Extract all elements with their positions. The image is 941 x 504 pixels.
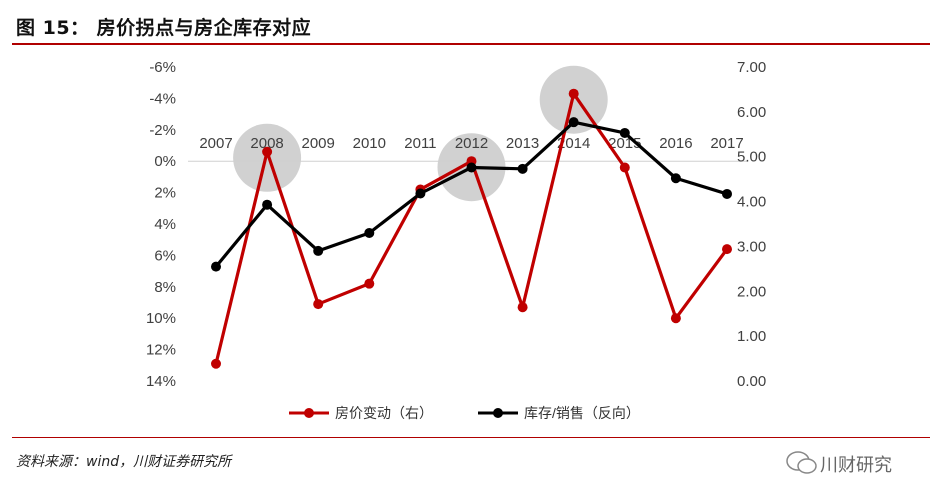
inventory-sales-point	[466, 162, 477, 173]
inventory-sales-point	[722, 188, 732, 199]
left-tick-label: -4%	[149, 90, 176, 107]
left-tick-label: -6%	[149, 59, 176, 76]
x-tick-label: 2014	[557, 135, 590, 152]
x-tick-label: 2016	[659, 135, 692, 152]
right-tick-label: 0.00	[737, 373, 766, 390]
right-tick-label: 6.00	[737, 104, 766, 121]
right-tick-label: 1.00	[737, 328, 766, 345]
left-tick-label: 14%	[146, 373, 176, 390]
inventory-sales-point	[670, 173, 681, 184]
watermark: 川财研究	[820, 455, 892, 476]
footer-rule	[12, 437, 930, 438]
right-tick-label: 4.00	[737, 194, 766, 211]
wechat-icon	[786, 451, 817, 474]
x-tick-label: 2011	[404, 135, 436, 152]
right-tick-label: 3.00	[737, 238, 766, 255]
inventory-sales-point	[262, 199, 273, 210]
price-change-point	[262, 146, 273, 157]
price-change-point	[568, 88, 579, 99]
right-tick-label: 7.00	[737, 59, 766, 76]
inventory-sales-point	[364, 227, 375, 238]
x-tick-label: 2017	[710, 135, 743, 152]
left-tick-label: 6%	[154, 247, 176, 264]
price-change-point	[670, 313, 681, 324]
left-tick-label: 0%	[154, 153, 176, 170]
price-change-point	[517, 302, 528, 313]
price-change-point	[619, 162, 630, 173]
price-change-point	[722, 244, 732, 255]
left-tick-label: 10%	[146, 310, 176, 327]
inventory-sales-point	[313, 245, 324, 256]
legend-inventory-label: 库存/销售（反向）	[524, 405, 640, 421]
legend-inventory-marker	[493, 408, 503, 418]
left-tick-label: 4%	[154, 216, 176, 233]
left-tick-label: 2%	[154, 185, 176, 202]
x-tick-label: 2010	[353, 135, 386, 152]
left-tick-label: 8%	[154, 279, 176, 296]
x-tick-label: 2009	[302, 135, 335, 152]
x-tick-label: 2008	[250, 135, 283, 152]
inventory-sales-point	[517, 163, 528, 174]
inventory-sales-point	[568, 117, 579, 128]
price-change-point	[211, 358, 221, 369]
chart-title: 图 15： 房价拐点与房企库存对应	[16, 17, 312, 39]
left-tick-label: 12%	[146, 342, 176, 359]
price-change-point	[364, 278, 375, 289]
inventory-sales-point	[415, 188, 426, 199]
right-tick-label: 5.00	[737, 149, 766, 166]
source-note: 资料来源：wind，川财证券研究所	[16, 454, 232, 470]
x-tick-label: 2012	[455, 135, 488, 152]
x-tick-label: 2007	[199, 135, 232, 152]
inventory-sales-point	[211, 261, 221, 272]
x-tick-label: 2013	[506, 135, 539, 152]
price-change-point	[313, 299, 324, 310]
legend-price-marker	[304, 408, 314, 418]
left-tick-label: -2%	[149, 122, 176, 139]
title-rule	[12, 43, 930, 45]
right-tick-label: 2.00	[737, 283, 766, 300]
legend-price-label: 房价变动（右）	[335, 405, 433, 421]
inventory-sales-point	[619, 127, 630, 138]
